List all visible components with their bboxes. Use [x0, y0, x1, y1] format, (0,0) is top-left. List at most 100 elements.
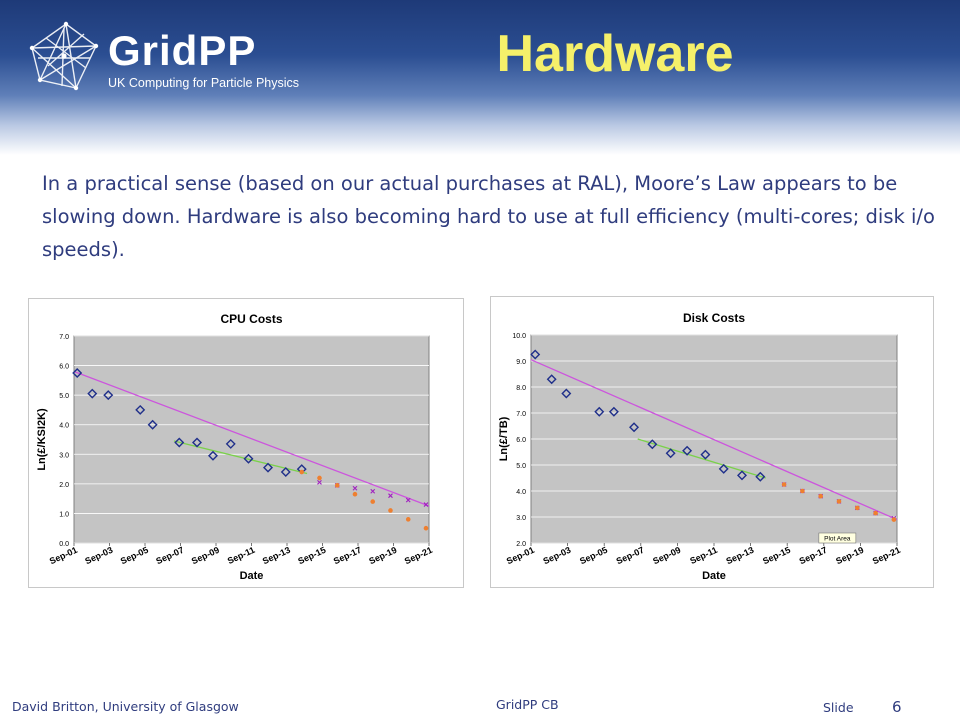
cpu-x-tick-label: Sep-15 [296, 545, 327, 567]
disk-x-tick-label: Sep-03 [541, 545, 572, 567]
disk-x-tick-label: Sep-19 [834, 545, 865, 567]
disk-trendline [530, 359, 898, 521]
intro-paragraph: In a practical sense (based on our actua… [42, 172, 935, 261]
cpu-y-tick-label: 4.0 [59, 423, 69, 430]
cpu-data-point [135, 404, 146, 415]
disk-forecast-point [836, 499, 842, 504]
disk-tooltip-box [818, 532, 857, 544]
disk-costs-chart: Disk Costs 2.0 3.0 4.0 5.0 6.0 7.0 8.0 9.0 10.0 Se… [490, 296, 934, 588]
cpu-data-point [103, 390, 114, 401]
cpu-projection-point [388, 493, 393, 499]
disk-data-point [665, 448, 676, 459]
cpu-projection-point [405, 497, 411, 503]
disk-y-axis-label: Ln(£/TB) [498, 416, 510, 461]
cpu-data-point [192, 437, 202, 448]
cpu-trendline [73, 370, 430, 507]
cpu-x-axis-label: Date [240, 570, 264, 582]
cpu-data-point [225, 438, 236, 449]
slide-header: GridPP UK Computing for Particle Physics… [0, 0, 960, 160]
disk-x-tick-label: Sep-21 [871, 545, 902, 567]
cpu-projection-point [423, 502, 429, 507]
cpu-data-point [147, 419, 158, 430]
disk-x-tick-label: Sep-17 [798, 545, 829, 567]
gridpp-globe-icon [29, 21, 99, 91]
logo-subtitle: UK Computing for Particle Physics [108, 76, 300, 90]
cpu-y-tick-label: 1.0 [59, 511, 69, 518]
disk-y-tick-label: 10.0 [512, 333, 526, 340]
cpu-projection-point [370, 488, 376, 494]
cpu-data-point [263, 462, 273, 473]
disk-data-point [682, 445, 693, 456]
disk-data-point [629, 422, 640, 433]
disk-x-tick-label: Sep-09 [651, 545, 682, 567]
disk-data-point [755, 471, 766, 482]
disk-data-point [561, 388, 572, 399]
disk-data-point [594, 406, 605, 417]
disk-x-axis-label: Date [702, 570, 726, 582]
cpu-forecast-point [299, 469, 305, 475]
disk-costs-plot: Disk Costs 2.0 3.0 4.0 5.0 6.0 7.0 8.0 9.0 10.0 Se… [498, 311, 902, 582]
disk-forecast-point [873, 510, 878, 516]
cpu-forecast-point [370, 499, 376, 504]
disk-tooltip-text: Plot Area [824, 536, 851, 543]
disk-data-point [647, 439, 658, 450]
disk-y-tick-label: 3.0 [516, 515, 526, 522]
cpu-forecast-point [334, 483, 340, 488]
disk-trendline [637, 438, 766, 479]
disk-y-tick-label: 5.0 [516, 463, 526, 470]
disk-x-tick-label: Sep-07 [615, 545, 646, 567]
cpu-x-tick-label: Sep-03 [83, 545, 114, 567]
cpu-y-tick-label: 6.0 [59, 364, 69, 371]
cpu-y-tick-label: 0.0 [59, 541, 69, 548]
disk-plot-area-tooltip: Plot Area [818, 532, 857, 544]
footer-slide-number: 6 [892, 698, 902, 716]
cpu-x-tick-label: Sep-05 [119, 545, 150, 567]
disk-chart-title: Disk Costs [683, 311, 745, 325]
disk-data-point [700, 449, 711, 460]
footer-author: David Britton, University of Glasgow [12, 699, 239, 714]
cpu-data-point [72, 367, 83, 378]
cpu-x-tick-label: Sep-11 [226, 545, 257, 566]
cpu-data-point [243, 453, 254, 464]
cpu-forecast-point [317, 475, 322, 481]
cpu-data-point [207, 450, 218, 461]
disk-data-point [718, 463, 729, 474]
cpu-forecast-point [352, 491, 358, 497]
cpu-x-tick-label: Sep-07 [154, 545, 185, 567]
cpu-data-point [174, 437, 185, 448]
cpu-data-point [87, 388, 98, 399]
cpu-y-tick-label: 2.0 [59, 482, 69, 489]
cpu-forecast-point [423, 525, 429, 531]
disk-y-tick-label: 6.0 [516, 437, 526, 444]
disk-x-tick-label: Sep-11 [688, 545, 719, 566]
cpu-costs-chart: CPU Costs 0.0 1.0 2.0 3.0 4.0 5.0 6.0 7.0 Sep-01 S… [28, 298, 464, 588]
disk-y-tick-label: 9.0 [516, 359, 526, 366]
disk-forecast-point [854, 505, 860, 511]
cpu-projection-point [317, 479, 322, 485]
cpu-x-tick-label: Sep-13 [261, 545, 292, 567]
disk-forecast-point [781, 482, 787, 487]
disk-forecast-point [818, 493, 823, 499]
cpu-forecast-point [405, 517, 411, 522]
cpu-x-tick-label: Sep-21 [403, 545, 434, 567]
disk-y-tick-label: 8.0 [516, 385, 526, 392]
disk-data-point [737, 470, 747, 481]
disk-data-point [608, 406, 619, 417]
disk-forecast-point [800, 488, 805, 494]
slide-title: Hardware [496, 25, 734, 83]
cpu-x-tick-label: Sep-09 [190, 545, 221, 567]
cpu-y-tick-label: 7.0 [59, 334, 69, 341]
cpu-projection-point [352, 485, 358, 491]
footer-event: GridPP CB [496, 697, 559, 712]
cpu-y-tick-label: 3.0 [59, 452, 69, 459]
disk-data-point [546, 374, 557, 385]
cpu-y-axis-label: Ln(£/KSI2K) [36, 408, 48, 471]
disk-y-tick-label: 4.0 [516, 489, 526, 496]
disk-y-tick-label: 2.0 [516, 541, 526, 548]
cpu-x-tick-label: Sep-17 [332, 545, 363, 567]
cpu-forecast-point [388, 508, 393, 513]
disk-x-tick-label: Sep-13 [724, 545, 755, 567]
disk-y-tick-label: 7.0 [516, 411, 526, 418]
cpu-y-tick-label: 5.0 [59, 393, 69, 400]
